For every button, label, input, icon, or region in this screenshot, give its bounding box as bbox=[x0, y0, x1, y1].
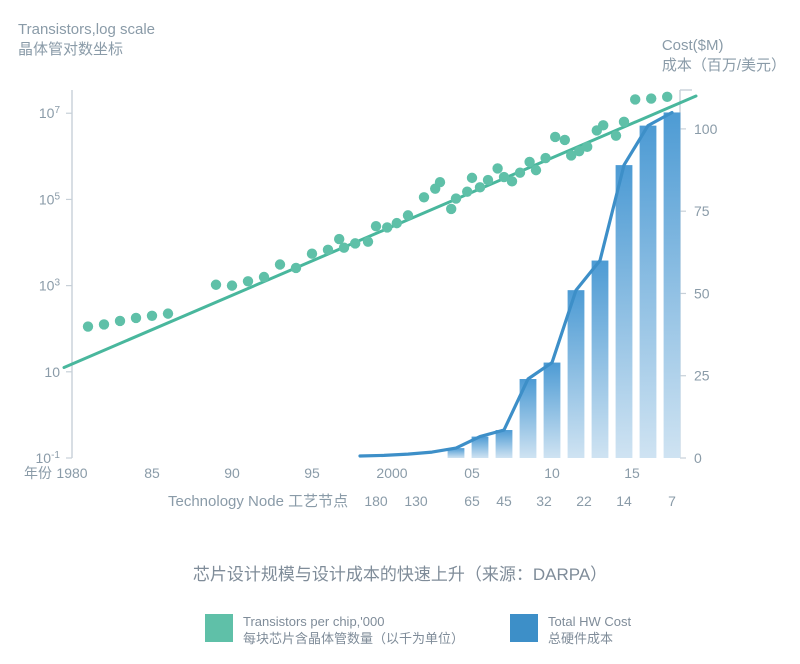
svg-text:103: 103 bbox=[39, 277, 61, 294]
svg-text:10: 10 bbox=[544, 465, 560, 481]
svg-text:130: 130 bbox=[404, 493, 428, 509]
svg-text:1980: 1980 bbox=[56, 465, 87, 481]
legend-item: Total HW Cost总硬件成本 bbox=[510, 614, 631, 648]
svg-text:0: 0 bbox=[694, 450, 702, 466]
chart-canvas: 10-110103105107 0255075100 年份19808590952… bbox=[0, 0, 800, 560]
chart-caption: 芯片设计规模与设计成本的快速上升（来源：DARPA） bbox=[0, 560, 800, 585]
left-tick-labels: 10-1 10 103 105 107 bbox=[36, 105, 61, 466]
svg-text:14: 14 bbox=[616, 493, 632, 509]
year-tick-labels: 年份1980 85 90 95 2000 05 10 15 bbox=[24, 465, 640, 481]
legend-swatch bbox=[205, 614, 233, 642]
svg-text:85: 85 bbox=[144, 465, 160, 481]
cost-bars bbox=[448, 112, 681, 458]
svg-text:2000: 2000 bbox=[376, 465, 407, 481]
svg-text:105: 105 bbox=[39, 191, 61, 208]
svg-text:180: 180 bbox=[364, 493, 388, 509]
svg-text:05: 05 bbox=[464, 465, 480, 481]
right-tick-labels: 0 25 50 75 100 bbox=[694, 121, 718, 466]
svg-text:年份: 年份 bbox=[24, 465, 52, 481]
svg-text:7: 7 bbox=[668, 493, 676, 509]
svg-text:95: 95 bbox=[304, 465, 320, 481]
svg-text:50: 50 bbox=[694, 285, 710, 301]
svg-text:107: 107 bbox=[39, 105, 61, 122]
svg-text:10-1: 10-1 bbox=[36, 450, 61, 467]
svg-text:75: 75 bbox=[694, 203, 710, 219]
legend-item: Transistors per chip,'000每块芯片含晶体管数量（以千为单… bbox=[205, 614, 464, 648]
svg-text:Technology Node 工艺节点: Technology Node 工艺节点 bbox=[168, 493, 348, 510]
svg-text:15: 15 bbox=[624, 465, 640, 481]
svg-text:25: 25 bbox=[694, 368, 710, 384]
legend-text: Transistors per chip,'000每块芯片含晶体管数量（以千为单… bbox=[243, 614, 464, 648]
svg-text:100: 100 bbox=[694, 121, 718, 137]
svg-text:65: 65 bbox=[464, 493, 480, 509]
svg-text:32: 32 bbox=[536, 493, 552, 509]
svg-text:90: 90 bbox=[224, 465, 240, 481]
legend-swatch bbox=[510, 614, 538, 642]
tech-node-labels: Technology Node 工艺节点 180 130 65 45 32 22 14 7 bbox=[168, 493, 676, 510]
svg-text:45: 45 bbox=[496, 493, 512, 509]
legend-text: Total HW Cost总硬件成本 bbox=[548, 614, 631, 648]
svg-text:10: 10 bbox=[44, 364, 60, 380]
svg-text:22: 22 bbox=[576, 493, 592, 509]
